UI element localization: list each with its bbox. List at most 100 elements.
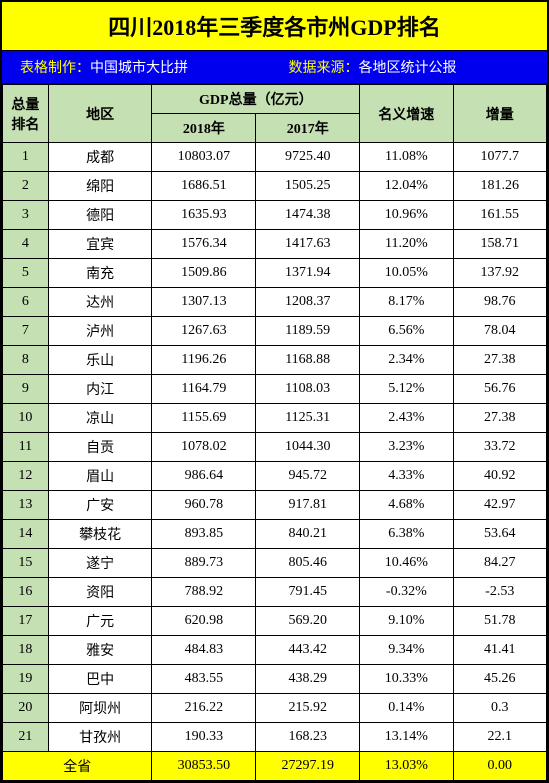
cell-increment: 98.76 [453, 288, 546, 317]
table-row: 2绵阳1686.511505.2512.04%181.26 [3, 172, 547, 201]
cell-increment: 181.26 [453, 172, 546, 201]
cell-growth: 6.38% [360, 520, 453, 549]
cell-gdp-2018: 216.22 [152, 694, 256, 723]
cell-region: 甘孜州 [48, 723, 152, 752]
cell-rank: 2 [3, 172, 49, 201]
cell-gdp-2018: 484.83 [152, 636, 256, 665]
cell-rank: 15 [3, 549, 49, 578]
cell-gdp-2017: 1371.94 [256, 259, 360, 288]
gdp-table-container: 四川2018年三季度各市州GDP排名 表格制作：中国城市大比拼 数据来源：各地区… [0, 0, 549, 783]
table-row: 21甘孜州190.33168.2313.14%22.1 [3, 723, 547, 752]
table-row: 9内江1164.791108.035.12%56.76 [3, 375, 547, 404]
total-gdp-2018: 30853.50 [152, 752, 256, 781]
cell-growth: 3.23% [360, 433, 453, 462]
cell-growth: 0.14% [360, 694, 453, 723]
maker-value: 中国城市大比拼 [90, 61, 188, 76]
cell-rank: 5 [3, 259, 49, 288]
cell-increment: -2.53 [453, 578, 546, 607]
cell-growth: -0.32% [360, 578, 453, 607]
cell-increment: 161.55 [453, 201, 546, 230]
header-2018: 2018年 [152, 114, 256, 143]
cell-gdp-2018: 483.55 [152, 665, 256, 694]
cell-gdp-2017: 1208.37 [256, 288, 360, 317]
cell-region: 成都 [48, 143, 152, 172]
cell-rank: 9 [3, 375, 49, 404]
cell-gdp-2017: 917.81 [256, 491, 360, 520]
table-row: 7泸州1267.631189.596.56%78.04 [3, 317, 547, 346]
cell-gdp-2018: 1267.63 [152, 317, 256, 346]
cell-rank: 20 [3, 694, 49, 723]
cell-growth: 2.43% [360, 404, 453, 433]
cell-region: 乐山 [48, 346, 152, 375]
cell-growth: 5.12% [360, 375, 453, 404]
cell-increment: 56.76 [453, 375, 546, 404]
cell-region: 巴中 [48, 665, 152, 694]
cell-gdp-2018: 1686.51 [152, 172, 256, 201]
cell-gdp-2017: 945.72 [256, 462, 360, 491]
cell-rank: 17 [3, 607, 49, 636]
cell-rank: 8 [3, 346, 49, 375]
table-row: 4宜宾1576.341417.6311.20%158.71 [3, 230, 547, 259]
cell-increment: 33.72 [453, 433, 546, 462]
cell-growth: 10.46% [360, 549, 453, 578]
cell-region: 遂宁 [48, 549, 152, 578]
header-increment: 增量 [453, 85, 546, 143]
cell-gdp-2018: 1509.86 [152, 259, 256, 288]
table-title: 四川2018年三季度各市州GDP排名 [2, 2, 547, 51]
cell-region: 达州 [48, 288, 152, 317]
cell-gdp-2017: 1125.31 [256, 404, 360, 433]
maker-label: 表格制作： [20, 61, 90, 76]
table-row: 11自贡1078.021044.303.23%33.72 [3, 433, 547, 462]
table-row: 8乐山1196.261168.882.34%27.38 [3, 346, 547, 375]
cell-increment: 158.71 [453, 230, 546, 259]
cell-growth: 11.08% [360, 143, 453, 172]
cell-increment: 40.92 [453, 462, 546, 491]
cell-gdp-2018: 960.78 [152, 491, 256, 520]
cell-rank: 1 [3, 143, 49, 172]
cell-rank: 14 [3, 520, 49, 549]
cell-gdp-2018: 986.64 [152, 462, 256, 491]
header-region: 地区 [48, 85, 152, 143]
cell-region: 阿坝州 [48, 694, 152, 723]
cell-increment: 84.27 [453, 549, 546, 578]
cell-gdp-2017: 805.46 [256, 549, 360, 578]
cell-increment: 42.97 [453, 491, 546, 520]
cell-gdp-2018: 620.98 [152, 607, 256, 636]
cell-increment: 45.26 [453, 665, 546, 694]
cell-region: 南充 [48, 259, 152, 288]
cell-growth: 10.05% [360, 259, 453, 288]
cell-rank: 11 [3, 433, 49, 462]
cell-growth: 9.34% [360, 636, 453, 665]
cell-rank: 13 [3, 491, 49, 520]
table-row: 14攀枝花893.85840.216.38%53.64 [3, 520, 547, 549]
cell-growth: 13.14% [360, 723, 453, 752]
cell-growth: 11.20% [360, 230, 453, 259]
cell-gdp-2017: 438.29 [256, 665, 360, 694]
cell-growth: 2.34% [360, 346, 453, 375]
cell-gdp-2017: 791.45 [256, 578, 360, 607]
cell-gdp-2018: 893.85 [152, 520, 256, 549]
meta-row: 表格制作：中国城市大比拼 数据来源：各地区统计公报 [2, 51, 547, 84]
meta-source: 数据来源：各地区统计公报 [279, 57, 548, 77]
table-row: 19巴中483.55438.2910.33%45.26 [3, 665, 547, 694]
cell-region: 内江 [48, 375, 152, 404]
cell-gdp-2017: 1189.59 [256, 317, 360, 346]
table-row: 3德阳1635.931474.3810.96%161.55 [3, 201, 547, 230]
cell-rank: 3 [3, 201, 49, 230]
cell-gdp-2017: 1474.38 [256, 201, 360, 230]
meta-maker: 表格制作：中国城市大比拼 [2, 57, 279, 77]
cell-rank: 19 [3, 665, 49, 694]
header-gdp-group: GDP总量（亿元） [152, 85, 360, 114]
cell-growth: 12.04% [360, 172, 453, 201]
cell-rank: 21 [3, 723, 49, 752]
header-2017: 2017年 [256, 114, 360, 143]
cell-growth: 6.56% [360, 317, 453, 346]
cell-increment: 53.64 [453, 520, 546, 549]
cell-growth: 10.33% [360, 665, 453, 694]
cell-gdp-2018: 10803.07 [152, 143, 256, 172]
cell-rank: 16 [3, 578, 49, 607]
cell-gdp-2017: 1168.88 [256, 346, 360, 375]
cell-region: 德阳 [48, 201, 152, 230]
table-row: 16资阳788.92791.45-0.32%-2.53 [3, 578, 547, 607]
gdp-table: 总量排名 地区 GDP总量（亿元） 名义增速 增量 2018年 2017年 1成… [2, 84, 547, 781]
